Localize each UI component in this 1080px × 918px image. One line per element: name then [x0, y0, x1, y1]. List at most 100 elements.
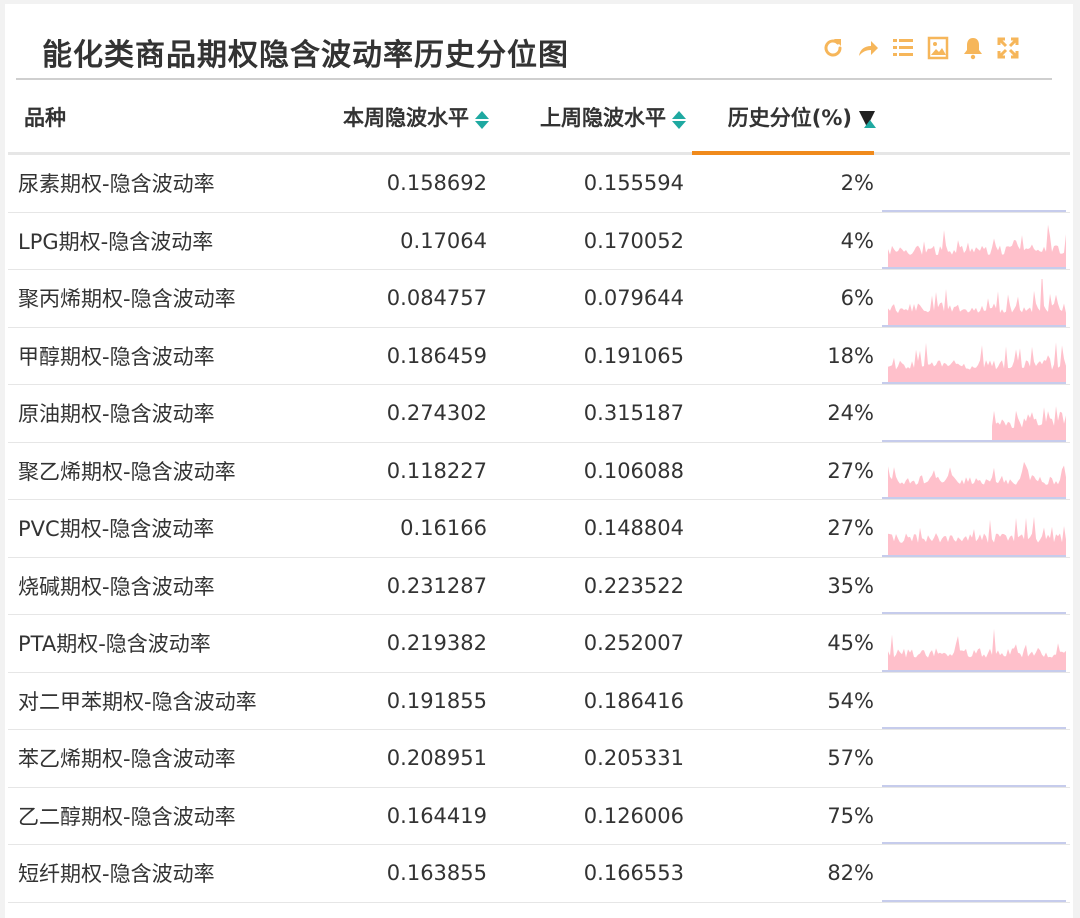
table-row[interactable]: LPG期权-隐含波动率 0.17064 0.170052 4%: [8, 212, 1070, 270]
table-row[interactable]: PTA期权-隐含波动率 0.219382 0.252007 45%: [8, 614, 1070, 673]
variety-name: PVC期权-隐含波动率: [8, 499, 308, 558]
table-row[interactable]: 聚乙烯期权-隐含波动率 0.118227 0.106088 27%: [8, 442, 1070, 500]
image-export-icon: [927, 36, 948, 59]
variety-name: 烧碱期权-隐含波动率: [8, 557, 308, 615]
sparkline-graphic: [882, 342, 1066, 384]
this-week-value: 0.16166: [308, 499, 495, 558]
sparkline: [882, 787, 1070, 845]
last-week-value: 0.126006: [495, 787, 692, 845]
percentile-value: 82%: [692, 844, 882, 903]
share-button[interactable]: [854, 34, 881, 61]
last-week-value: 0.252007: [495, 614, 692, 673]
sparkline-area: [888, 342, 1066, 382]
bell-icon: [963, 37, 982, 59]
column-header-percentile[interactable]: 历史分位(%): [692, 82, 882, 155]
table-row[interactable]: 对二甲苯期权-隐含波动率 0.191855 0.186416 54%: [8, 672, 1070, 730]
variety-name: 原油期权-隐含波动率: [8, 384, 308, 443]
variety-name: 对二甲苯期权-隐含波动率: [8, 672, 308, 730]
last-week-value: 0.186416: [495, 672, 692, 730]
percentile-value: 75%: [692, 787, 882, 845]
sparkline-graphic: [882, 278, 1066, 327]
sparkline: [882, 269, 1070, 328]
table-row[interactable]: PVC期权-隐含波动率 0.16166 0.148804 27%: [8, 499, 1070, 558]
variety-name: 甲醇期权-隐含波动率: [8, 327, 308, 385]
percentile-value: 27%: [692, 442, 882, 500]
percentile-value: 57%: [692, 729, 882, 788]
sparkline: [882, 212, 1070, 270]
last-week-value: 0.315187: [495, 384, 692, 443]
table-row[interactable]: 乙二醇期权-隐含波动率 0.164419 0.126006 75%: [8, 787, 1070, 845]
list-button[interactable]: [889, 34, 916, 61]
variety-name: 聚丙烯期权-隐含波动率: [8, 269, 308, 328]
variety-name: 苯乙烯期权-隐含波动率: [8, 729, 308, 788]
table-row[interactable]: 原油期权-隐含波动率 0.274302 0.315187 24%: [8, 384, 1070, 443]
sparkline-graphic: [882, 727, 1066, 729]
this-week-value: 0.186459: [308, 327, 495, 385]
fullscreen-button[interactable]: [994, 34, 1021, 61]
sparkline: [882, 327, 1070, 385]
percentile-value: 27%: [692, 499, 882, 558]
active-sort-underline: [692, 151, 874, 155]
last-week-value: 0.191065: [495, 327, 692, 385]
table-row[interactable]: 尿素期权-隐含波动率 0.158692 0.155594 2%: [8, 153, 1070, 213]
sparkline-area: [888, 278, 1066, 325]
percentile-value: 24%: [692, 384, 882, 443]
sparkline: [882, 153, 1070, 213]
table-row[interactable]: 烧碱期权-隐含波动率 0.231287 0.223522 35%: [8, 557, 1070, 615]
alert-button[interactable]: [959, 34, 986, 61]
sparkline-graphic: [882, 784, 1066, 787]
percentile-value: 54%: [692, 672, 882, 730]
percentile-value: 6%: [692, 269, 882, 328]
this-week-value: 0.231287: [308, 557, 495, 615]
variety-name: 尿素期权-隐含波动率: [8, 153, 308, 213]
column-header-last-week[interactable]: 上周隐波水平: [495, 82, 692, 155]
table-row[interactable]: 苯乙烯期权-隐含波动率 0.208951 0.205331 57%: [8, 729, 1070, 788]
refresh-button[interactable]: [819, 34, 846, 61]
column-header-this-week[interactable]: 本周隐波水平: [308, 82, 495, 155]
variety-name: 聚乙烯期权-隐含波动率: [8, 442, 308, 500]
title-bar: 能化类商品期权隐含波动率历史分位图: [5, 4, 1073, 80]
percentile-value: 4%: [692, 212, 882, 270]
sparkline: [882, 729, 1070, 788]
last-week-value: 0.223522: [495, 557, 692, 615]
sparkline-area: [992, 405, 1066, 440]
sort-descending-icon[interactable]: [858, 111, 876, 129]
last-week-value: 0.148804: [495, 499, 692, 558]
sparkline: [882, 442, 1070, 500]
this-week-value: 0.163855: [308, 844, 495, 903]
table-row[interactable]: 短纤期权-隐含波动率 0.163855 0.166553 82%: [8, 844, 1070, 903]
this-week-value: 0.274302: [308, 384, 495, 443]
last-week-value: 0.079644: [495, 269, 692, 328]
last-week-value: 0.205331: [495, 729, 692, 788]
sparkline-graphic: [882, 628, 1066, 672]
last-week-value: 0.155594: [495, 153, 692, 213]
this-week-value: 0.164419: [308, 787, 495, 845]
variety-name: LPG期权-隐含波动率: [8, 212, 308, 270]
page-title: 能化类商品期权隐含波动率历史分位图: [42, 38, 569, 73]
percentile-value: 45%: [692, 614, 882, 673]
chart-card: 能化类商品期权隐含波动率历史分位图: [5, 4, 1073, 918]
sparkline-area: [888, 461, 1066, 497]
sparkline-graphic: [882, 209, 1066, 212]
list-icon: [892, 38, 913, 56]
sparkline: [882, 672, 1070, 730]
sparkline: [882, 844, 1070, 903]
sort-toggle-icon[interactable]: [672, 111, 686, 129]
sparkline-graphic: [882, 405, 1066, 442]
last-week-value: 0.170052: [495, 212, 692, 270]
column-header-sparkline: [882, 82, 1070, 155]
sparkline-graphic: [882, 224, 1066, 269]
this-week-value: 0.208951: [308, 729, 495, 788]
sparkline: [882, 557, 1070, 615]
table-row[interactable]: 聚丙烯期权-隐含波动率 0.084757 0.079644 6%: [8, 269, 1070, 328]
column-header-variety: 品种: [8, 82, 308, 155]
sort-toggle-icon[interactable]: [475, 111, 489, 129]
table-header-row: 品种 本周隐波水平 上周隐波水平 历史分位(%): [8, 82, 1070, 155]
image-export-button[interactable]: [924, 34, 951, 61]
table-row[interactable]: 甲醇期权-隐含波动率 0.186459 0.191065 18%: [8, 327, 1070, 385]
sparkline-area: [888, 224, 1066, 267]
this-week-value: 0.219382: [308, 614, 495, 673]
volatility-table: 品种 本周隐波水平 上周隐波水平 历史分位(%): [8, 82, 1070, 903]
variety-name: PTA期权-隐含波动率: [8, 614, 308, 673]
toolbar: [819, 34, 1021, 61]
